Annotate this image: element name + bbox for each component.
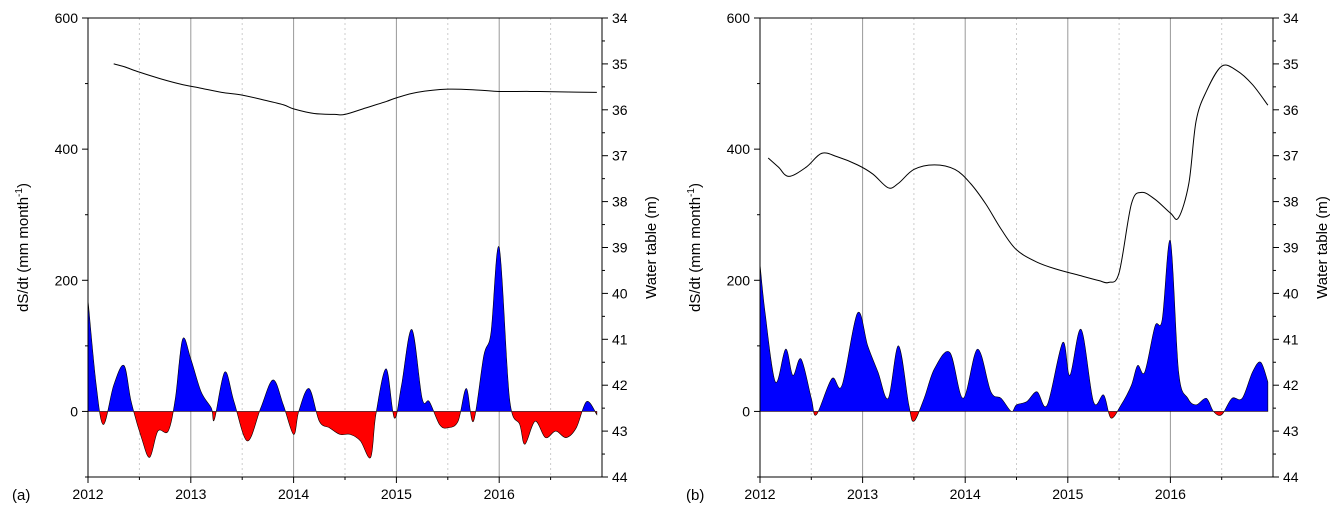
y2-tick-label: 38 <box>1283 194 1299 210</box>
y2-tick-label: 43 <box>612 423 628 439</box>
y2-axis-title: Water table (m) <box>1314 196 1331 299</box>
y2-tick-label: 44 <box>1283 469 1299 485</box>
area-negative <box>88 411 598 459</box>
x-tick-label: 2015 <box>381 486 412 502</box>
x-tick-label: 2013 <box>175 486 206 502</box>
panel-tag: (a) <box>12 487 30 504</box>
y2-tick-label: 36 <box>612 102 628 118</box>
y2-tick-label: 37 <box>1283 148 1299 164</box>
y2-tick-label: 36 <box>1283 102 1299 118</box>
x-tick-label: 2014 <box>278 486 309 502</box>
y-axis-title-sup: -1 <box>14 188 25 197</box>
x-tick-label: 2016 <box>484 486 515 502</box>
y2-tick-label: 35 <box>1283 56 1299 72</box>
y-axis-title-main: dS/dt (mm month <box>15 197 32 312</box>
water-table-line <box>767 64 1269 284</box>
y2-axis-title: Water table (m) <box>643 196 660 299</box>
y-axis-title-main: dS/dt (mm month <box>687 197 704 312</box>
y2-tick-label: 43 <box>1283 423 1299 439</box>
x-tick-label: 2012 <box>72 486 103 502</box>
x-tick-label: 2014 <box>950 486 981 502</box>
y-axis-title: dS/dt (mm month-1) <box>686 183 704 312</box>
y-axis-title-close: ) <box>687 183 704 188</box>
x-tick-label: 2012 <box>744 486 775 502</box>
y2-tick-label: 34 <box>612 10 628 26</box>
y2-tick-label: 42 <box>1283 377 1299 393</box>
y2-tick-label: 39 <box>1283 240 1299 256</box>
y2-tick-label: 40 <box>612 285 628 301</box>
y-tick-label: 200 <box>727 272 751 288</box>
y-tick-label: 600 <box>727 10 751 26</box>
panel-tag: (b) <box>686 487 704 504</box>
y-axis-title: dS/dt (mm month-1) <box>14 183 32 312</box>
y2-tick-label: 40 <box>1283 285 1299 301</box>
x-tick-label: 2015 <box>1052 486 1083 502</box>
y-tick-label: 0 <box>70 403 78 419</box>
y-tick-label: 0 <box>742 403 750 419</box>
y-tick-label: 200 <box>55 272 79 288</box>
y2-tick-label: 41 <box>612 331 628 347</box>
x-tick-label: 2016 <box>1155 486 1186 502</box>
y2-tick-label: 42 <box>612 377 628 393</box>
y2-tick-label: 38 <box>612 194 628 210</box>
panel-b: 2012 2013 2014 2015 2016 0 200 400 600 34 35 36 37 38… <box>686 10 1331 504</box>
panel-a: 2012 2013 2014 2015 2016 0 200 400 600 34 35 36 37 38… <box>12 10 660 504</box>
y2-tick-label: 35 <box>612 56 628 72</box>
area-positive <box>88 246 598 412</box>
y-tick-label: 400 <box>55 141 79 157</box>
y2-tick-label: 44 <box>612 469 628 485</box>
y2-tick-label: 41 <box>1283 331 1299 347</box>
y2-tick-label: 37 <box>612 148 628 164</box>
y-tick-label: 600 <box>55 10 79 26</box>
y-axis-title-close: ) <box>15 183 32 188</box>
area-positive <box>760 240 1269 412</box>
x-tick-label: 2013 <box>847 486 878 502</box>
y-axis-title-sup: -1 <box>686 188 697 197</box>
area-negative <box>760 411 1269 422</box>
y2-tick-label: 34 <box>1283 10 1299 26</box>
y2-tick-label: 39 <box>612 240 628 256</box>
y-tick-label: 400 <box>727 141 751 157</box>
water-table-line <box>113 63 597 116</box>
